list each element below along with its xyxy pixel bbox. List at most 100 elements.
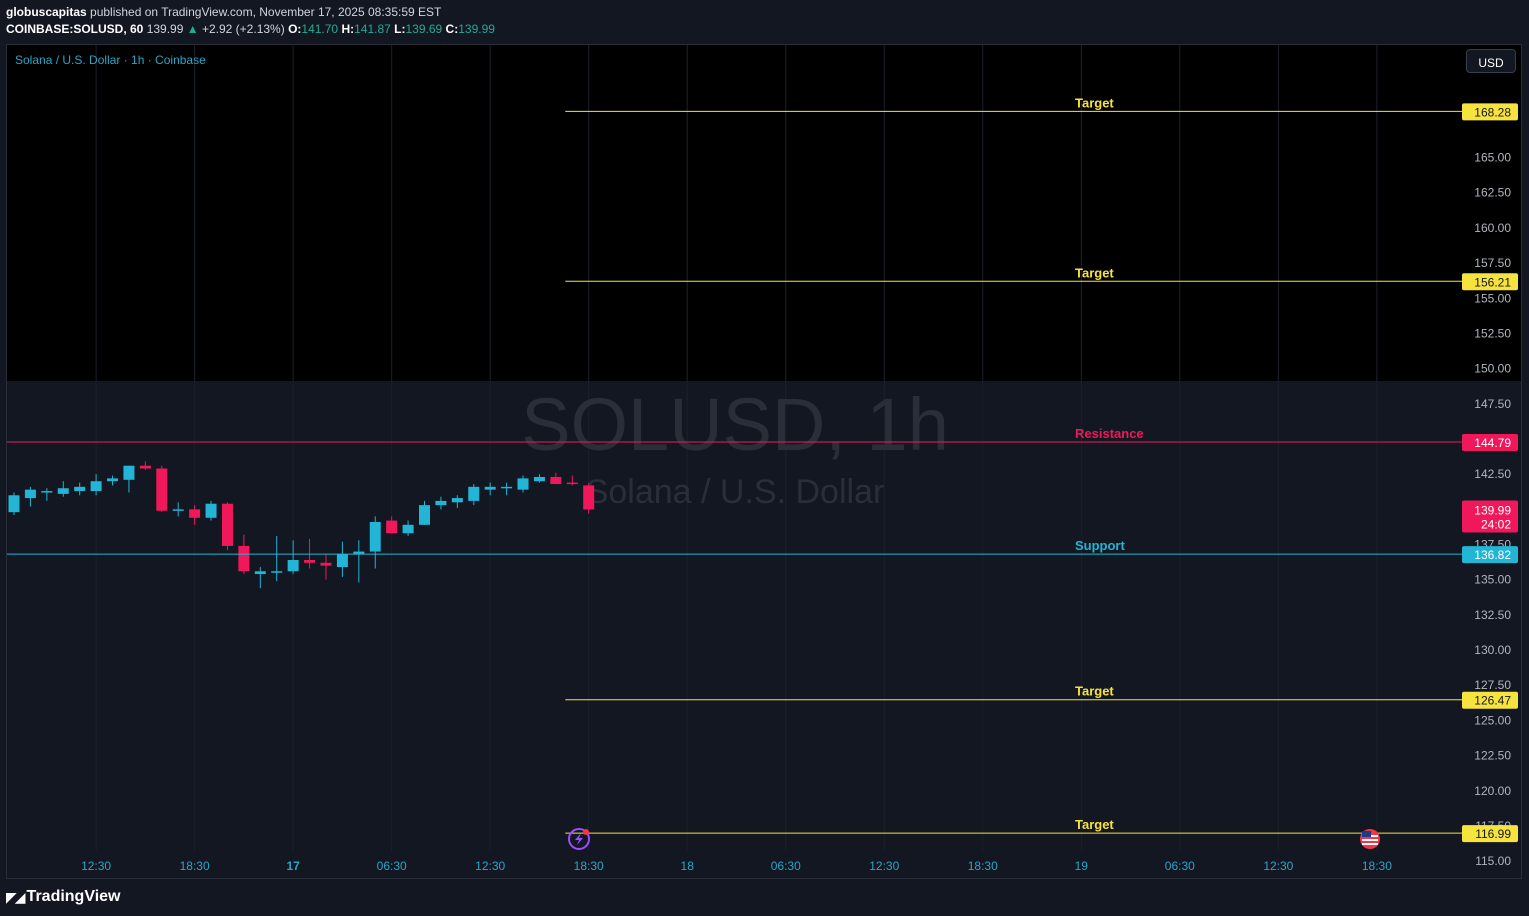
y-tick-label: 127.50	[1474, 678, 1511, 692]
x-tick-label: 12:30	[81, 859, 111, 873]
watermark-name: Solana / U.S. Dollar	[586, 473, 885, 511]
level-lines: Target Target Resistance Support Target Targe…	[7, 95, 1462, 834]
price-tag-label: 126.47	[1474, 694, 1511, 708]
last-price-label: 139.99	[1474, 503, 1511, 517]
candle-body	[517, 478, 529, 490]
candle-body	[287, 559, 299, 572]
bar-countdown: 24:02	[1481, 517, 1511, 531]
chart-canvas[interactable]: SOLUSD, 1h Solana / U.S. Dollar 165.00 16…	[7, 45, 1521, 878]
y-tick-label: 152.50	[1474, 326, 1511, 340]
up-arrow-icon: ▲	[186, 22, 199, 36]
vertical-gridlines	[95, 45, 1378, 851]
x-tick-label: 19	[1075, 859, 1089, 873]
close-value: 139.99	[458, 22, 495, 36]
candle-body	[205, 503, 217, 518]
candle-body	[419, 505, 430, 525]
symbol-title[interactable]: Solana / U.S. Dollar · 1h · Coinbase	[15, 53, 206, 67]
candle-body	[484, 486, 496, 490]
target-label: Target	[1075, 684, 1114, 699]
x-tick-label: 12:30	[869, 859, 899, 873]
candle-body	[550, 476, 562, 485]
y-tick-label: 157.50	[1474, 256, 1511, 270]
x-tick-label: 06:30	[771, 859, 801, 873]
candle-body	[123, 465, 135, 480]
close-label: C:	[445, 22, 459, 36]
candlestick-series	[8, 461, 595, 589]
x-tick-label: 06:30	[377, 859, 407, 873]
low-value: 139.69	[405, 22, 443, 36]
y-tick-label: 160.00	[1474, 221, 1511, 235]
candle-body	[41, 491, 53, 493]
target-label: Target	[1075, 265, 1114, 280]
x-tick-label: 18:30	[968, 859, 998, 873]
author-name[interactable]: globuscapitas	[6, 5, 87, 19]
last-price-tag	[1462, 500, 1518, 533]
candle-body	[501, 486, 513, 489]
x-tick-label: 17	[286, 859, 300, 873]
lightning-icon[interactable]	[568, 828, 590, 850]
candle-body	[386, 520, 398, 534]
y-tick-label: 150.00	[1474, 362, 1511, 376]
low-label: L:	[394, 22, 406, 36]
x-tick-label: 18	[681, 859, 695, 873]
candle-body	[107, 478, 119, 482]
last-price: 139.99	[146, 22, 184, 36]
candle-body	[583, 485, 595, 510]
high-label: H:	[341, 22, 355, 36]
candle-body	[238, 545, 250, 572]
candle-body	[139, 465, 151, 469]
y-tick-label: 132.50	[1474, 608, 1511, 622]
target-label: Target	[1075, 817, 1114, 832]
y-tick-label: 135.00	[1474, 573, 1511, 587]
y-tick-label: 130.00	[1474, 643, 1511, 657]
candle-body	[74, 486, 86, 492]
watermark-symbol: SOLUSD, 1h	[521, 383, 949, 466]
ohlc-legend: COINBASE:SOLUSD, 60 139.99 ▲ +2.92 (+2.1…	[6, 22, 495, 36]
high-value: 141.87	[354, 22, 391, 36]
candle-body	[271, 571, 283, 573]
price-tag	[1462, 546, 1518, 564]
publish-info: globuscapitas published on TradingView.c…	[6, 5, 441, 19]
price-tag	[1462, 691, 1518, 709]
y-tick-label: 142.50	[1474, 467, 1511, 481]
chart-dark-region	[7, 45, 1521, 381]
candle-body	[369, 522, 381, 552]
symbol-id: COINBASE:SOLUSD, 60	[6, 22, 144, 36]
price-change: +2.92 (+2.13%)	[201, 22, 285, 36]
resistance-label: Resistance	[1075, 426, 1144, 441]
candle-body	[156, 468, 168, 511]
price-tag-label: 168.28	[1474, 105, 1511, 119]
y-tick-label: 155.00	[1474, 291, 1511, 305]
y-tick-label: 122.50	[1474, 749, 1511, 763]
currency-button[interactable]: USD	[1466, 49, 1516, 73]
candle-body	[435, 500, 447, 506]
candle-body	[57, 488, 69, 494]
y-tick-label: 120.00	[1474, 784, 1511, 798]
candle-body	[8, 495, 20, 513]
y-tick-label: 147.50	[1474, 397, 1511, 411]
price-tag-label: 144.79	[1474, 436, 1511, 450]
candle-body	[320, 562, 332, 566]
candle-body	[254, 571, 266, 575]
tradingview-logo[interactable]: ◤◢ TradingView	[6, 888, 121, 906]
y-tick-label: 115.00	[1475, 854, 1511, 868]
us-flag-icon[interactable]	[1360, 829, 1380, 849]
y-tick-label: 165.00	[1474, 151, 1511, 165]
x-tick-label: 18:30	[574, 859, 604, 873]
open-value: 141.70	[301, 22, 339, 36]
y-tick-label: 162.50	[1474, 186, 1511, 200]
x-tick-label: 18:30	[1362, 859, 1392, 873]
price-tag-label: 156.21	[1474, 275, 1511, 289]
candle-body	[353, 551, 365, 555]
time-axis[interactable]: 12:30 18:30 17 06:30 12:30 18:30 18 06:30 12:30 1…	[81, 859, 1392, 873]
candle-body	[90, 481, 102, 492]
price-tag-label: 116.99	[1475, 827, 1511, 841]
open-label: O:	[288, 22, 302, 36]
chart-pane[interactable]: SOLUSD, 1h Solana / U.S. Dollar 165.00 16…	[6, 44, 1522, 879]
candle-body	[24, 489, 36, 499]
price-tag	[1462, 433, 1518, 451]
candle-body	[221, 503, 233, 546]
candle-body	[336, 554, 348, 568]
publish-text: published on TradingView.com, November 1…	[90, 5, 442, 19]
support-label: Support	[1075, 538, 1125, 553]
